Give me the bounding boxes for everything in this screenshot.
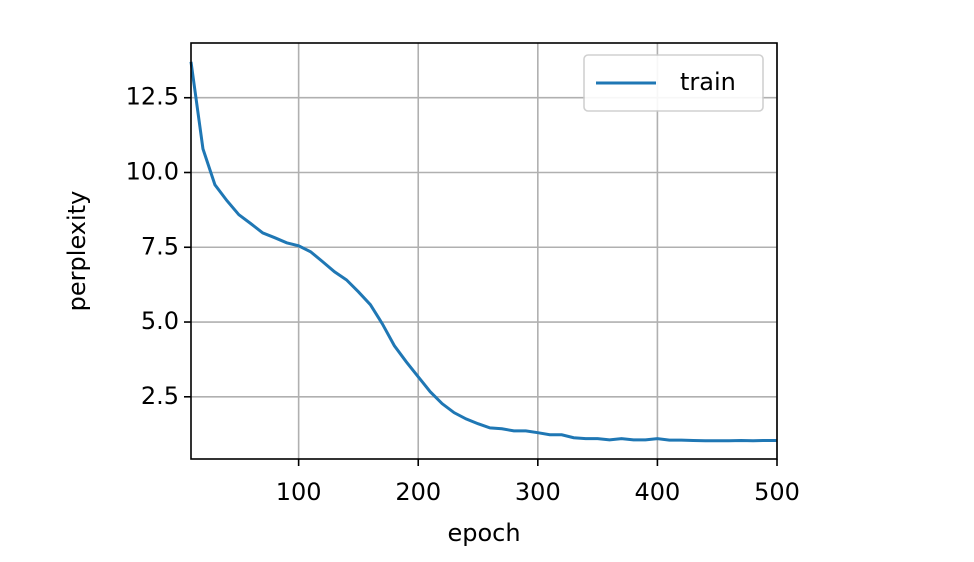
x-tick-label: 300 xyxy=(515,478,561,506)
x-axis-label: epoch xyxy=(447,519,520,547)
y-tick-label: 5.0 xyxy=(141,307,179,335)
y-tick-label: 10.0 xyxy=(126,157,179,185)
y-axis-label: perplexity xyxy=(63,191,91,312)
plot-frame xyxy=(190,42,778,460)
x-tick-label: 100 xyxy=(276,478,322,506)
legend-box xyxy=(583,54,764,112)
y-tick-label: 2.5 xyxy=(141,382,179,410)
x-tick-label: 400 xyxy=(635,478,681,506)
x-tick-label: 200 xyxy=(395,478,441,506)
legend-label: train xyxy=(680,68,736,96)
y-tick-label: 7.5 xyxy=(141,232,179,260)
x-tick-label: 500 xyxy=(754,478,800,506)
y-tick-label: 12.5 xyxy=(126,83,179,111)
line xyxy=(189,61,777,443)
